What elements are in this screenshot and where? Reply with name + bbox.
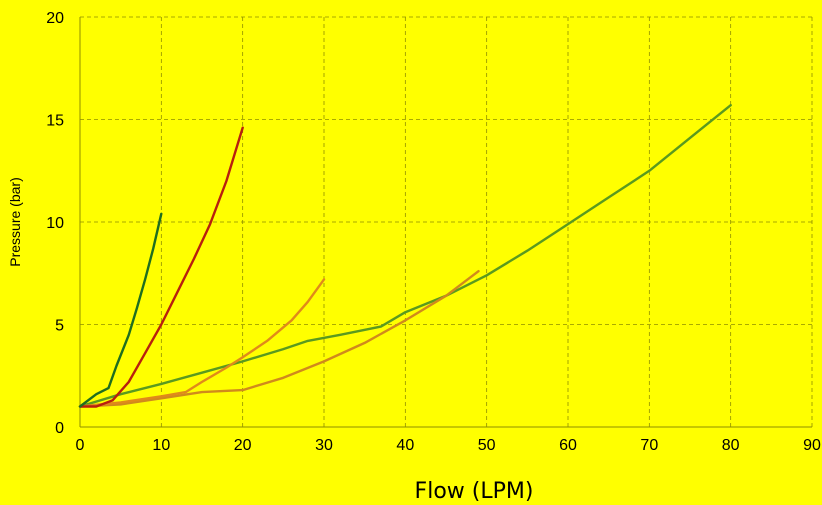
x-tick-label: 0 [76, 437, 85, 454]
series-line-5 [78, 212, 163, 408]
y-tick-label: 5 [55, 318, 64, 335]
x-tick-label: 40 [396, 437, 414, 454]
x-tick-label: 20 [234, 437, 252, 454]
axes [79, 17, 812, 428]
y-axis-title: Pressure (bar) [7, 177, 23, 266]
x-axis-title: Flow (LPM) [415, 479, 534, 504]
grid [80, 16, 813, 427]
y-tick-label: 10 [46, 215, 64, 232]
x-tick-label: 60 [559, 437, 577, 454]
series-group [78, 103, 732, 408]
y-tick-label: 0 [55, 420, 64, 437]
x-tick-label: 50 [478, 437, 496, 454]
tick-labels: 0 10 20 30 40 50 60 70 80 90 0 5 10 15 20 [46, 10, 821, 454]
x-tick-label: 80 [722, 437, 740, 454]
series-line-4 [78, 126, 244, 408]
y-tick-label: 20 [46, 10, 64, 27]
x-tick-label: 10 [152, 437, 170, 454]
series-line-3 [78, 278, 326, 408]
y-tick-label: 15 [46, 113, 64, 130]
series-line-2 [78, 270, 480, 408]
x-tick-label: 70 [640, 437, 658, 454]
x-tick-label: 30 [315, 437, 333, 454]
series-line-1 [78, 103, 732, 408]
x-tick-label: 90 [803, 437, 821, 454]
